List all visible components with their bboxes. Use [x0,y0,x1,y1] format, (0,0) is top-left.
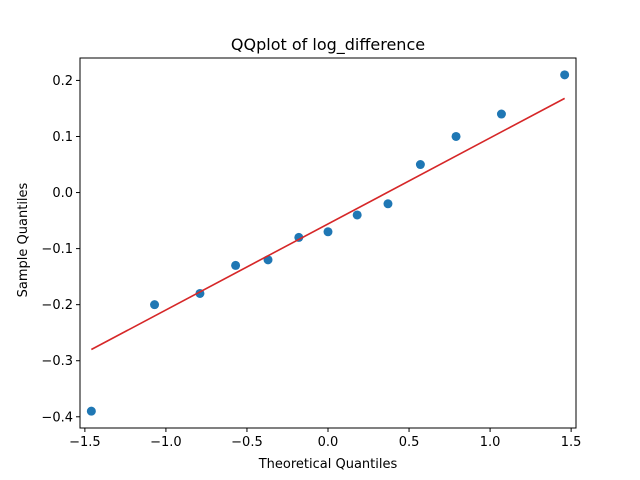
qq-point [560,70,570,80]
x-tick-label: −0.5 [231,435,263,450]
reference-line [90,97,566,351]
y-tick-label: 0.0 [52,186,73,201]
qq-point [231,260,241,270]
chart-title: QQplot of log_difference [231,35,425,55]
x-tick-label: 1.5 [561,435,582,450]
x-tick-label: −1.0 [150,435,182,450]
qq-point [86,406,96,416]
y-axis-label: Sample Quantiles [16,182,31,297]
qq-point [383,199,393,209]
qq-point [150,300,160,310]
axes: −1.5 −1.0 −0.5 0.0 0.5 1.0 1.5 −0.4 −0.3 −0.2 −0.1… [41,57,582,450]
y-tick-label: 0.2 [52,74,73,89]
x-tick-label: 1.0 [480,435,501,450]
qq-point [496,109,506,119]
x-tick-label: 0.0 [318,435,339,450]
x-tick-label: 0.5 [399,435,420,450]
x-tick-label: −1.5 [69,435,101,450]
qq-point [294,232,304,242]
x-axis-label: Theoretical Quantiles [258,457,398,472]
qq-point [323,227,333,237]
y-tick-label: −0.3 [41,354,73,369]
y-tick-label: −0.1 [41,242,73,257]
y-tick-label: −0.4 [41,410,73,425]
y-tick-label: 0.1 [52,130,73,145]
y-tick-label: −0.2 [41,298,73,313]
qq-point [415,160,425,170]
qq-point [352,210,362,220]
qq-point [451,131,461,141]
plot-area [86,70,570,416]
